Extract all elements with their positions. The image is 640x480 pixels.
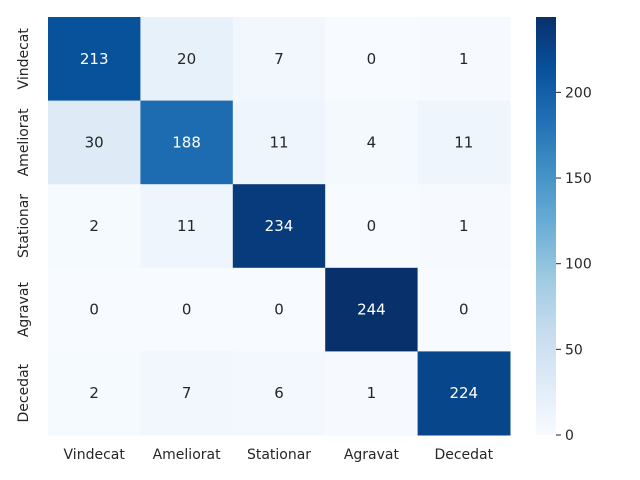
cell-3-1 [140, 267, 234, 352]
cell-annotation-0-0: 213 [80, 50, 109, 68]
heatmap-annotations: 213 20 7 0 1 30 188 11 4 11 2 11 234 0 1 0 0 0 244 0 2 7 6 1 224 [80, 50, 478, 402]
cell-2-3 [325, 184, 419, 269]
cell-annotation-2-1: 11 [177, 217, 196, 235]
colorbar-tick-label-4: 200 [565, 85, 592, 101]
x-tick-1: Ameliorat [153, 447, 222, 463]
x-tick-2: Stationar [247, 447, 311, 463]
colorbar: 0 50 100 150 200 [536, 17, 592, 444]
cell-1-4 [417, 100, 511, 185]
cell-1-2 [232, 100, 326, 185]
cell-4-0 [48, 351, 141, 436]
cell-3-4 [417, 267, 511, 352]
cell-1-0 [48, 100, 141, 185]
cell-annotation-4-4: 224 [449, 384, 478, 402]
cell-1-1 [140, 100, 234, 185]
cell-annotation-2-3: 0 [367, 217, 377, 235]
cell-4-4 [417, 351, 511, 436]
cell-4-3 [325, 351, 419, 436]
cell-2-0 [48, 184, 141, 269]
cell-annotation-0-1: 20 [177, 50, 196, 68]
cell-annotation-3-3: 244 [357, 301, 386, 319]
colorbar-tick-label-3: 150 [565, 171, 592, 187]
x-tick-0: Vindecat [64, 447, 126, 463]
cell-annotation-1-4: 11 [454, 133, 473, 151]
y-tick-2: Stationar [16, 194, 32, 258]
cell-annotation-4-3: 1 [367, 384, 377, 402]
cell-0-0 [48, 17, 141, 102]
cell-0-3 [325, 17, 419, 102]
cell-annotation-0-2: 7 [274, 50, 284, 68]
cell-annotation-1-0: 30 [85, 133, 104, 151]
cell-3-2 [232, 267, 326, 352]
cell-annotation-2-0: 2 [89, 217, 99, 235]
heatmap-cells [48, 17, 511, 436]
cell-annotation-4-2: 6 [274, 384, 284, 402]
colorbar-tick-label-1: 50 [565, 342, 583, 358]
cell-annotation-3-0: 0 [89, 301, 99, 319]
cell-annotation-4-0: 2 [89, 384, 99, 402]
colorbar-gradient [536, 17, 556, 435]
y-tick-labels: Vindecat Ameliorat Stationar Agravat Decedat [16, 28, 32, 423]
cell-annotation-2-2: 234 [265, 217, 294, 235]
colorbar-tick-label-2: 100 [565, 257, 592, 273]
cell-annotation-2-4: 1 [459, 217, 469, 235]
y-tick-3: Agravat [16, 282, 32, 338]
cell-4-2 [232, 351, 326, 436]
cell-0-4 [417, 17, 511, 102]
cell-0-1 [140, 17, 234, 102]
x-tick-4: Decedat [434, 447, 493, 463]
cell-3-0 [48, 267, 141, 352]
cell-2-2 [232, 184, 326, 269]
cell-annotation-0-4: 1 [459, 50, 469, 68]
cell-2-1 [140, 184, 234, 269]
y-tick-4: Decedat [16, 363, 32, 422]
cell-3-3 [325, 267, 419, 352]
y-tick-0: Vindecat [16, 28, 32, 90]
cell-annotation-3-4: 0 [459, 301, 469, 319]
cell-annotation-3-1: 0 [182, 301, 192, 319]
cell-0-2 [232, 17, 326, 102]
cell-annotation-4-1: 7 [182, 384, 192, 402]
cell-1-3 [325, 100, 419, 185]
y-tick-1: Ameliorat [16, 108, 32, 177]
cell-annotation-1-2: 11 [269, 133, 288, 151]
x-tick-3: Agravat [344, 447, 400, 463]
cell-annotation-3-2: 0 [274, 301, 284, 319]
cell-4-1 [140, 351, 234, 436]
x-tick-labels: Vindecat Ameliorat Stationar Agravat Decedat [64, 447, 494, 463]
cell-annotation-0-3: 0 [367, 50, 377, 68]
cell-annotation-1-3: 4 [367, 133, 377, 151]
cell-annotation-1-1: 188 [172, 133, 201, 151]
colorbar-tick-label-0: 0 [565, 428, 574, 444]
cell-2-4 [417, 184, 511, 269]
